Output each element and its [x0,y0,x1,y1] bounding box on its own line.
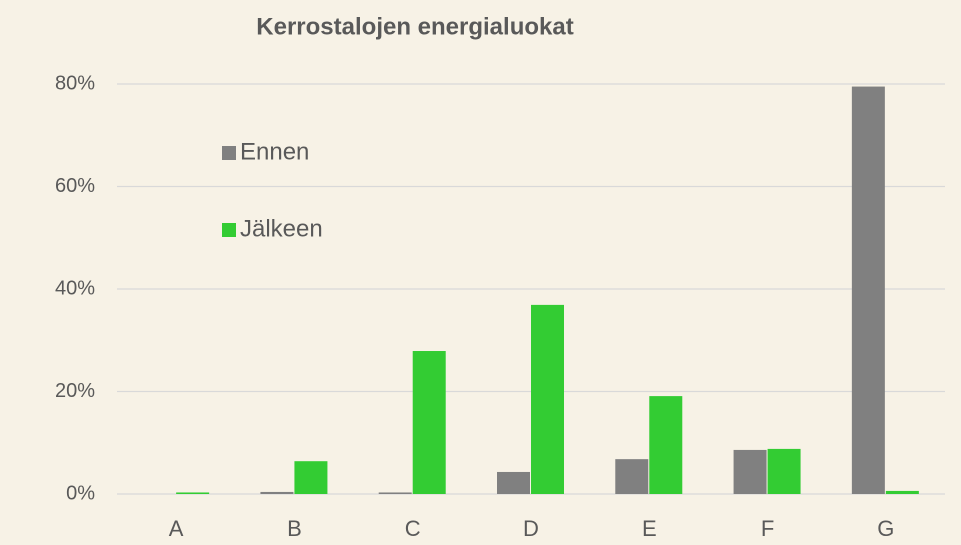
y-tick-label: 0% [66,482,95,504]
chart-title: Kerrostalojen energialuokat [256,13,573,40]
bar [531,304,564,494]
x-tick-label: G [877,516,894,541]
bar [412,351,446,494]
legend-swatch [222,223,236,237]
y-tick-label: 20% [55,380,95,402]
bar [294,461,328,494]
bar [649,396,683,494]
bar [615,459,649,494]
bar [885,490,919,494]
bar [260,491,294,494]
legend-label: Jälkeen [240,215,323,242]
bar [176,492,210,494]
legend-swatch [222,146,236,160]
bar [767,448,801,494]
bar [497,471,530,494]
x-tick-label: B [287,516,302,541]
x-tick-label: F [761,516,774,541]
bar [378,492,412,494]
x-tick-label: E [642,516,657,541]
x-tick-label: D [523,516,539,541]
bar [733,449,767,494]
bar [851,86,885,494]
x-tick-label: A [169,516,184,541]
legend-label: Ennen [240,138,309,165]
y-tick-label: 80% [55,72,95,94]
x-tick-label: C [405,516,421,541]
y-tick-label: 60% [55,175,95,197]
y-tick-label: 40% [55,277,95,299]
